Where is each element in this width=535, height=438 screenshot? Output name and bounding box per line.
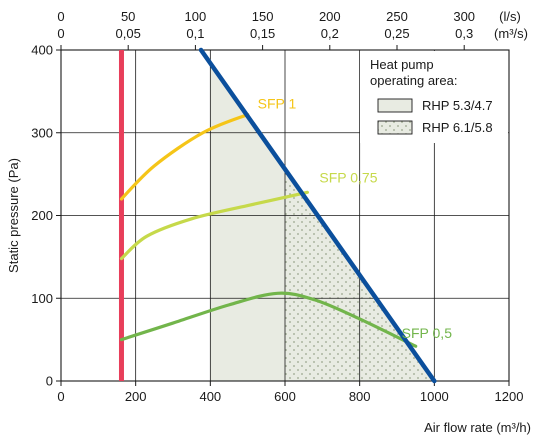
y-tick-label: 300 [31, 125, 53, 140]
y-tick-label: 0 [46, 374, 53, 389]
top-tick-label-ls: 50 [121, 9, 135, 24]
series-label-2: SFP 0,75 [319, 169, 377, 185]
top-tick-label-ls: 0 [57, 9, 64, 24]
top-tick-label-m3s: 0,05 [116, 26, 141, 41]
x-tick-label: 0 [57, 389, 64, 404]
x-tick-label: 1200 [495, 389, 524, 404]
x-tick-label: 1000 [420, 389, 449, 404]
top-tick-label-m3s: 0,25 [384, 26, 409, 41]
legend-label-2: RHP 6.1/5.8 [422, 120, 493, 135]
legend-title-cont: operating area: [370, 73, 457, 88]
legend-swatch-2 [378, 121, 412, 134]
top-tick-label-m3s: 0,1 [186, 26, 204, 41]
legend-title: Heat pump [370, 57, 434, 72]
top-tick-label-m3s: 0,3 [455, 26, 473, 41]
top-tick-label-ls: 300 [453, 9, 475, 24]
series-label-1: SFP 1 [258, 96, 297, 112]
x-axis-title: Air flow rate (m³/h) [424, 420, 531, 435]
top-tick-label-m3s: 0,2 [321, 26, 339, 41]
top-tick-label-m3s: 0,15 [250, 26, 275, 41]
y-tick-label: 200 [31, 208, 53, 223]
top-tick-label-m3s: 0 [57, 26, 64, 41]
x-tick-label: 200 [125, 389, 147, 404]
y-tick-label: 400 [31, 43, 53, 58]
top-axis-unit-m3s: (m³/s) [494, 26, 528, 41]
top-axis-unit-ls: (l/s) [499, 9, 521, 24]
top-tick-label-ls: 100 [185, 9, 207, 24]
y-axis-title: Static pressure (Pa) [6, 158, 21, 273]
top-tick-label-ls: 150 [252, 9, 274, 24]
x-tick-label: 600 [274, 389, 296, 404]
legend-swatch-1 [378, 99, 412, 112]
top-tick-label-ls: 200 [319, 9, 341, 24]
legend-label-1: RHP 5.3/4.7 [422, 98, 493, 113]
y-tick-label: 100 [31, 291, 53, 306]
top-tick-label-ls: 250 [386, 9, 408, 24]
series-label-3: SFP 0,5 [402, 325, 453, 341]
x-tick-label: 400 [199, 389, 221, 404]
x-tick-label: 800 [349, 389, 371, 404]
